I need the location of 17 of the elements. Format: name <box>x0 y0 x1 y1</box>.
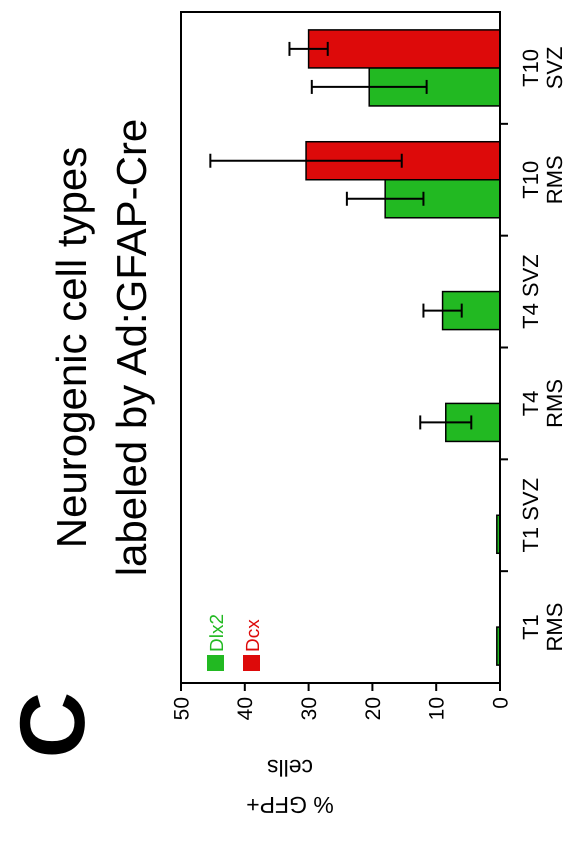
y-tick-label: T10 SVZ <box>518 46 567 90</box>
x-axis-title: % GFP+ cells <box>246 755 334 818</box>
y-tick-label: T4 SVZ <box>518 254 543 329</box>
text: Neurogenic cell types labeled by Ad:GFAP-Cre <box>48 118 155 576</box>
text: Dlx2 <box>207 614 228 652</box>
text: C <box>2 692 104 758</box>
x-tick-label: 30 <box>298 697 321 720</box>
y-tick-label: T10 RMS <box>518 155 567 204</box>
y-tick-label: T4 RMS <box>518 378 567 428</box>
y-tick-label: T1 SVZ <box>518 478 543 553</box>
x-tick-label: 0 <box>489 697 512 709</box>
x-tick-label: 10 <box>426 697 449 720</box>
x-tick-label: 40 <box>234 697 258 720</box>
x-tick-label: 20 <box>362 697 385 720</box>
y-tick-label: T1 RMS <box>518 602 567 652</box>
text: Dcx <box>243 618 264 652</box>
x-tick-label: 50 <box>170 697 194 720</box>
